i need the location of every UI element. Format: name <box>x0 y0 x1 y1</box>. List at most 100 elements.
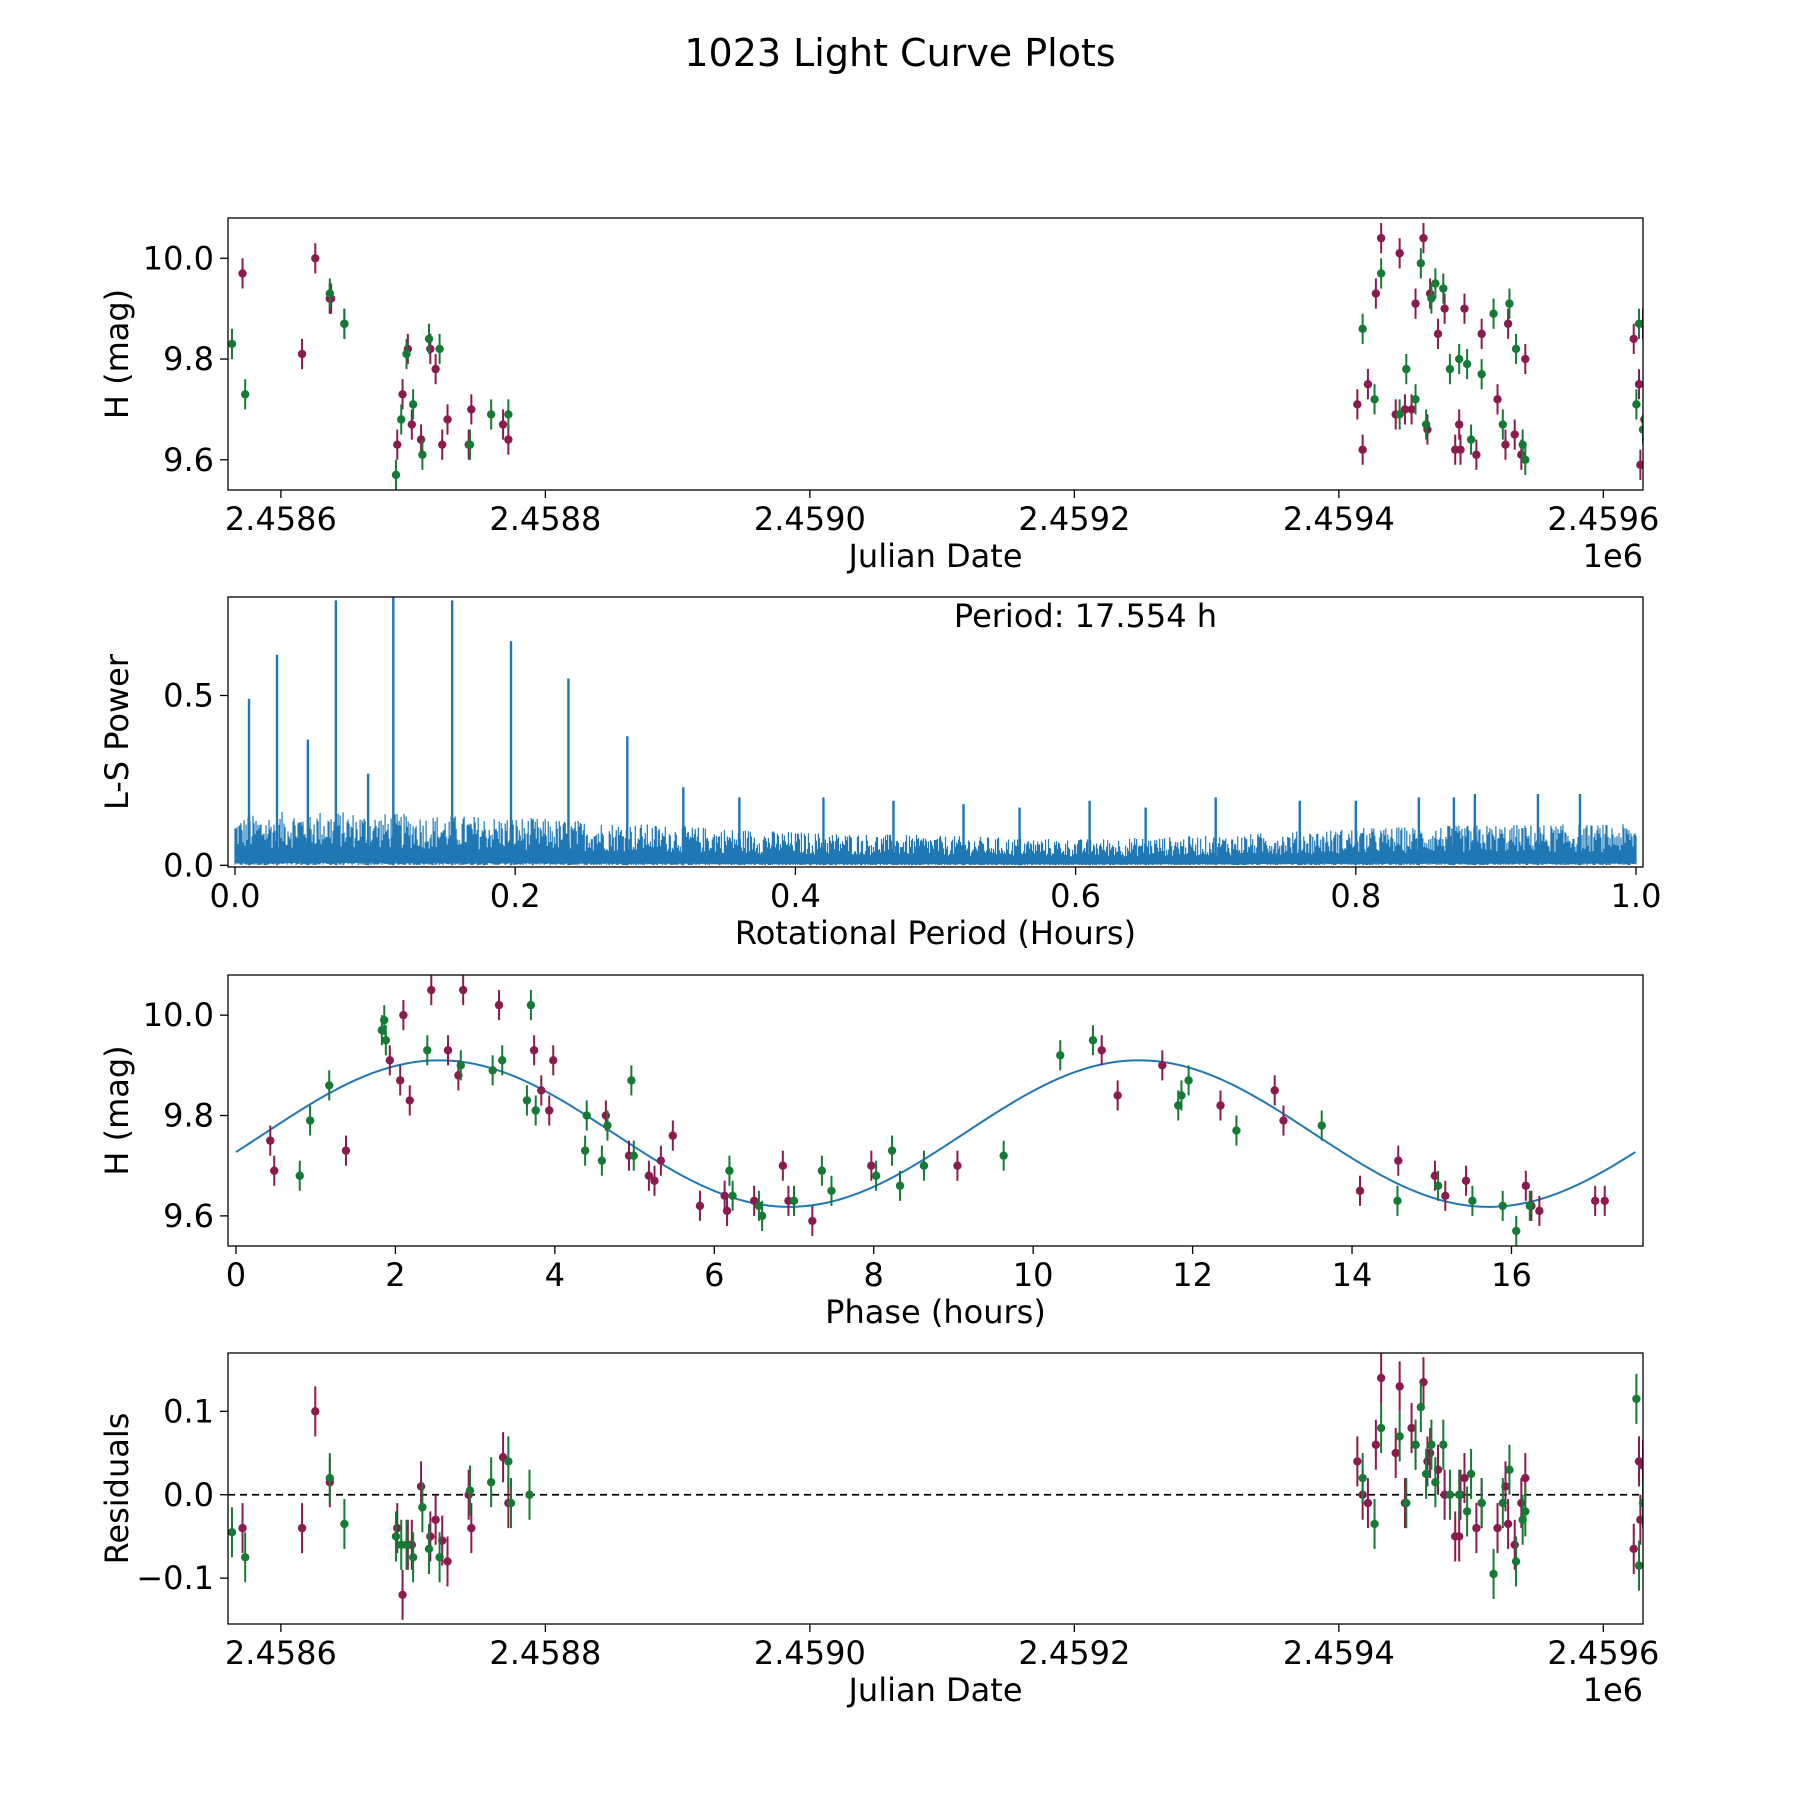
data-point <box>1416 259 1426 268</box>
data-point <box>1439 1440 1448 1449</box>
data-point <box>1425 1448 1435 1458</box>
x-tick-label: 0.2 <box>490 877 541 915</box>
plot-frame <box>227 1352 1644 1625</box>
data-point <box>1407 405 1416 414</box>
data-point <box>1232 1126 1241 1135</box>
data-point <box>431 1515 440 1524</box>
data-points <box>228 223 1643 490</box>
data-point <box>340 1519 349 1529</box>
x-tick-label: 0 <box>226 1256 246 1294</box>
data-point <box>494 1000 504 1010</box>
data-point <box>443 1046 453 1055</box>
data-point <box>1638 1498 1643 1508</box>
data-point <box>416 435 426 444</box>
data-point <box>240 1553 250 1562</box>
data-point <box>416 1482 426 1491</box>
data-points <box>266 975 1609 1246</box>
data-point <box>1395 410 1404 419</box>
data-point <box>238 1523 247 1533</box>
data-point <box>1394 1156 1403 1165</box>
data-points <box>228 1353 1643 1620</box>
data-point <box>1402 364 1411 374</box>
data-point <box>597 1156 607 1165</box>
data-point <box>402 1540 411 1549</box>
x-tick-label: 14 <box>1332 1256 1373 1294</box>
x-tick-label: 4 <box>545 1256 565 1294</box>
periodogram-noise-line <box>234 810 1637 866</box>
data-point <box>722 1206 732 1216</box>
x-tick-label: 2.4588 <box>489 1634 601 1672</box>
y-tick-label: 9.6 <box>163 1197 214 1235</box>
data-point <box>1371 289 1381 298</box>
data-point <box>1358 324 1367 334</box>
x-tick-label: 0.4 <box>770 877 821 915</box>
data-point <box>1445 364 1455 374</box>
data-point <box>1402 1498 1411 1508</box>
data-point <box>1632 400 1641 409</box>
data-point <box>1454 1532 1464 1541</box>
data-point <box>789 1196 799 1206</box>
data-point <box>498 1056 507 1065</box>
data-point <box>1505 1465 1514 1474</box>
data-point <box>1088 1036 1098 1045</box>
data-point <box>431 364 440 374</box>
x-axis-label: Phase (hours) <box>825 1293 1046 1331</box>
data-point <box>1407 1423 1416 1433</box>
data-point <box>398 1590 407 1600</box>
data-point <box>953 1161 962 1170</box>
x-tick-label: 12 <box>1172 1256 1213 1294</box>
data-point <box>627 1076 636 1085</box>
data-point <box>1376 269 1386 278</box>
data-point <box>486 1478 496 1487</box>
data-point <box>1511 344 1521 354</box>
data-point <box>340 319 349 328</box>
data-point <box>1353 400 1362 409</box>
data-point <box>549 1056 558 1065</box>
data-point <box>1462 359 1472 369</box>
data-point <box>656 1156 666 1165</box>
data-point <box>695 1201 705 1211</box>
data-point <box>1640 415 1643 424</box>
data-point <box>650 1176 659 1185</box>
x-tick-label: 2.4596 <box>1547 500 1659 538</box>
data-point <box>228 339 237 349</box>
data-point <box>887 1146 897 1155</box>
data-point <box>426 344 435 354</box>
data-point <box>1421 420 1431 429</box>
data-point <box>402 349 411 359</box>
x-tick-label: 10 <box>1013 1256 1054 1294</box>
y-axis-label: Residuals <box>98 1413 136 1565</box>
data-point <box>467 405 476 414</box>
x-tick-label: 0.8 <box>1330 877 1381 915</box>
x-tick-label: 2.4592 <box>1018 500 1130 538</box>
data-point <box>423 1046 432 1055</box>
data-point <box>1634 1561 1643 1570</box>
data-point <box>1466 1469 1476 1479</box>
data-point <box>1393 1196 1402 1206</box>
data-point <box>405 1096 414 1105</box>
figure-title: 1023 Light Curve Plots <box>684 31 1115 75</box>
y-axis-label: H (mag) <box>98 1045 136 1175</box>
data-point <box>1489 309 1498 318</box>
data-point <box>537 1086 546 1095</box>
plot-frame <box>227 217 1644 491</box>
data-point <box>325 1081 334 1090</box>
x-axis-label: Julian Date <box>846 537 1022 575</box>
data-point <box>1472 450 1481 459</box>
data-point <box>1634 319 1643 328</box>
model-fit-line <box>235 1059 1636 1208</box>
data-point <box>1358 445 1367 454</box>
data-point <box>295 1171 304 1180</box>
data-point <box>603 1121 612 1130</box>
data-point <box>1370 1519 1379 1529</box>
data-point <box>1177 1091 1186 1100</box>
data-point <box>1466 435 1476 444</box>
x-offset-label: 1e6 <box>1583 537 1643 575</box>
y-tick-label: 10.0 <box>143 239 214 277</box>
data-point <box>1421 1469 1431 1479</box>
data-point <box>1535 1206 1544 1216</box>
data-point <box>391 470 401 480</box>
data-point <box>1184 1076 1193 1085</box>
data-point <box>919 1161 929 1170</box>
